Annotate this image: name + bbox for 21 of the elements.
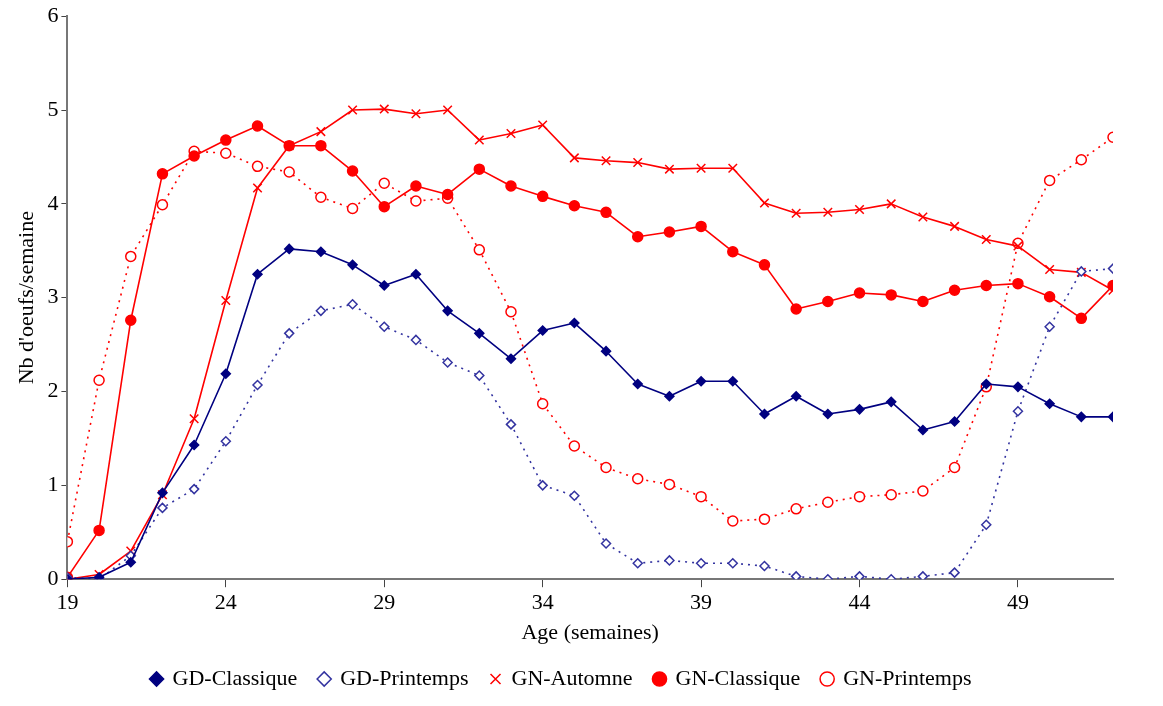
y-tick-label: 0: [47, 564, 59, 590]
y-tick-label: 3: [47, 283, 59, 309]
y-tick-label: 2: [47, 377, 59, 403]
x-tick-label: 24: [214, 589, 237, 615]
x-tick-label: 44: [848, 589, 871, 615]
legend-label: GN-Automne: [511, 664, 633, 690]
y-tick-label: 6: [47, 1, 59, 27]
x-axis-title: Age (semaines): [521, 618, 659, 644]
x-tick-label: 29: [373, 589, 396, 615]
legend-label: GD-Classique: [172, 664, 298, 690]
legend-label: GN-Printemps: [843, 664, 972, 690]
x-tick-label: 39: [690, 589, 713, 615]
y-tick-label: 1: [47, 471, 59, 497]
y-tick-label: 4: [47, 189, 59, 215]
y-tick-label: 5: [47, 95, 59, 121]
x-tick-label: 19: [56, 589, 79, 615]
x-tick-label: 49: [1006, 589, 1029, 615]
legend-label: GD-Printemps: [340, 664, 469, 690]
legend-label: GN-Classique: [675, 664, 801, 690]
x-tick-label: 34: [531, 589, 554, 615]
y-axis-title: Nb d'oeufs/semaine: [12, 211, 38, 385]
